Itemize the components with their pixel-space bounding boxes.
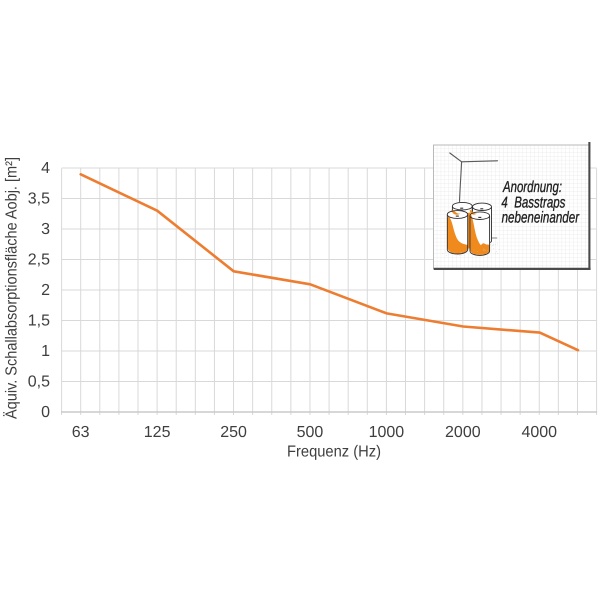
svg-text:1: 1 xyxy=(41,343,50,360)
svg-text:3,5: 3,5 xyxy=(28,190,50,207)
svg-text:4000: 4000 xyxy=(521,424,557,441)
svg-text:3: 3 xyxy=(41,221,50,238)
svg-text:Frequenz (Hz): Frequenz (Hz) xyxy=(287,444,381,461)
svg-text:500: 500 xyxy=(297,424,324,441)
svg-text:0,5: 0,5 xyxy=(28,373,50,390)
svg-text:125: 125 xyxy=(144,424,171,441)
svg-text:1,5: 1,5 xyxy=(28,312,50,329)
svg-text:4 Basstraps: 4 Basstraps xyxy=(501,195,565,212)
svg-text:250: 250 xyxy=(220,424,247,441)
svg-text:0: 0 xyxy=(41,404,50,421)
svg-text:Anordnung:: Anordnung: xyxy=(502,179,562,196)
svg-text:2: 2 xyxy=(41,282,50,299)
svg-text:2,5: 2,5 xyxy=(28,251,50,268)
svg-text:63: 63 xyxy=(72,424,90,441)
svg-text:1000: 1000 xyxy=(369,424,405,441)
svg-text:2000: 2000 xyxy=(445,424,481,441)
svg-text:nebeneinander: nebeneinander xyxy=(502,209,580,226)
svg-text:4: 4 xyxy=(41,160,50,177)
svg-text:Äquiv. Schallabsorptionsfläche: Äquiv. Schallabsorptionsfläche Aobj. [m²… xyxy=(3,157,21,419)
